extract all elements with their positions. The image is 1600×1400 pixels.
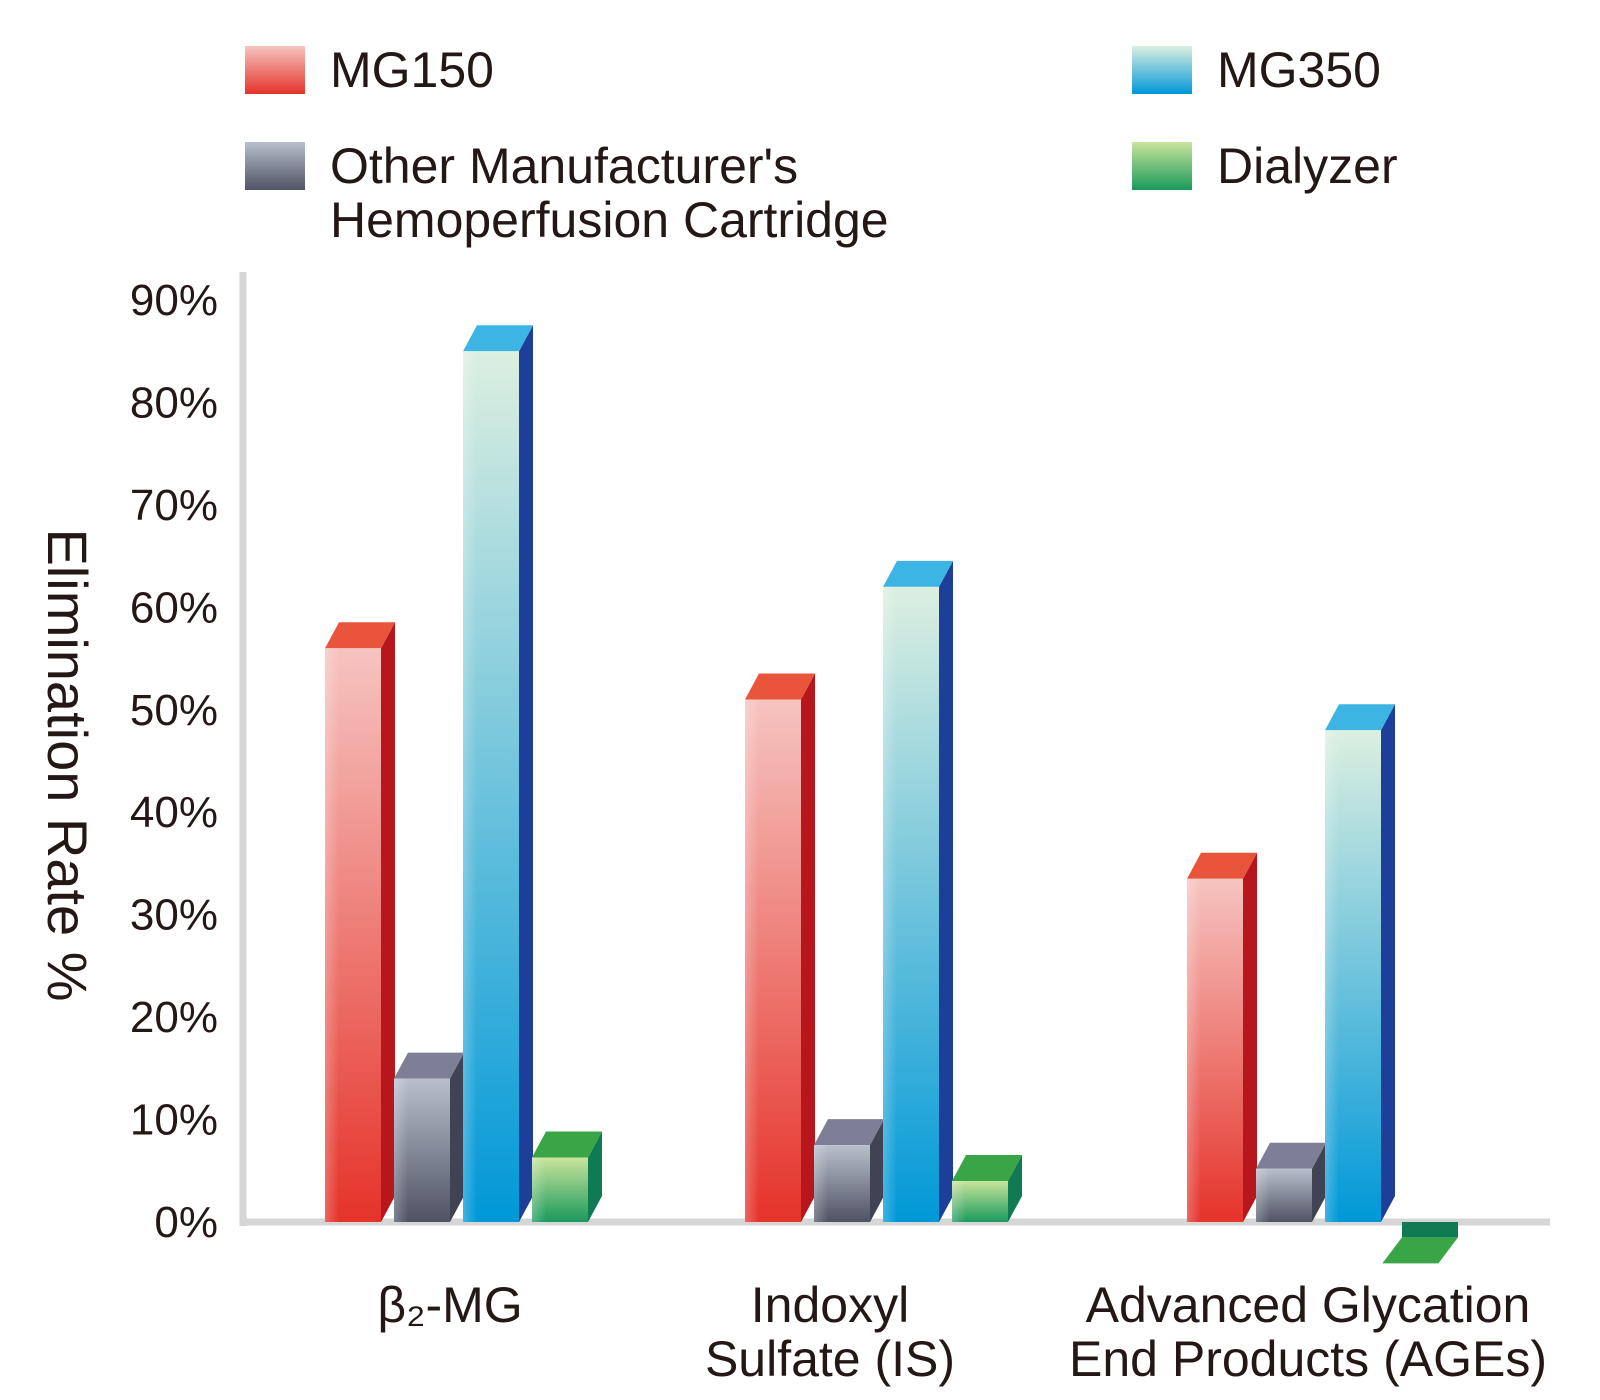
y-tick-label: 50% xyxy=(130,686,218,735)
bar-highlight xyxy=(952,1181,1008,1222)
bar-top xyxy=(463,325,533,352)
bar-side xyxy=(519,325,533,1222)
bar-side xyxy=(801,673,815,1222)
bar-side xyxy=(450,1052,464,1222)
bar-side xyxy=(1243,852,1257,1222)
bar-top xyxy=(325,622,395,649)
bar-highlight xyxy=(325,648,381,1222)
legend-label: Hemoperfusion Cartridge xyxy=(330,192,889,248)
bar-top xyxy=(532,1131,602,1158)
bar-side xyxy=(381,622,395,1222)
y-tick-label: 10% xyxy=(130,1096,218,1145)
legend-item: MG350 xyxy=(1132,42,1381,98)
y-axis-title: Elimination Rate % xyxy=(36,528,99,1001)
category-label: End Products (AGEs) xyxy=(1069,1331,1547,1387)
bar-highlight xyxy=(883,586,939,1222)
bars xyxy=(325,325,1458,1264)
legend-swatch xyxy=(1132,46,1192,94)
bar xyxy=(1256,1142,1326,1222)
bar xyxy=(883,560,953,1222)
bar-side xyxy=(588,1131,602,1222)
legend: MG150 MG350 Other Manufacturer'sHemoperfus… xyxy=(245,42,1398,248)
bar-bottom xyxy=(1382,1237,1458,1264)
y-tick-label: 0% xyxy=(154,1198,218,1247)
bar xyxy=(325,622,395,1222)
legend-label: Other Manufacturer's xyxy=(330,138,798,194)
category-label: Sulfate (IS) xyxy=(705,1331,955,1387)
bar-top xyxy=(1187,852,1257,879)
bar-top xyxy=(394,1052,464,1079)
category-label: β₂-MG xyxy=(377,1277,522,1333)
bar-highlight xyxy=(394,1078,450,1222)
bar xyxy=(1382,1222,1458,1264)
y-tick-label: 80% xyxy=(130,378,218,427)
bar-highlight xyxy=(745,699,801,1222)
bar xyxy=(463,325,533,1222)
bar-top xyxy=(1325,704,1395,731)
bar xyxy=(814,1119,884,1222)
bar-highlight xyxy=(814,1145,870,1222)
y-tick-label: 90% xyxy=(130,276,218,325)
bar-highlight xyxy=(463,351,519,1222)
y-tick-label: 70% xyxy=(130,481,218,530)
bar-side xyxy=(939,560,953,1222)
legend-label: MG350 xyxy=(1217,42,1381,98)
bar-side xyxy=(870,1119,884,1222)
y-tick-label: 60% xyxy=(130,583,218,632)
category-label: Indoxyl xyxy=(751,1277,909,1333)
bar-side xyxy=(1381,704,1395,1222)
legend-swatch xyxy=(245,142,305,190)
bar-top xyxy=(883,560,953,587)
bar xyxy=(1187,852,1257,1222)
bar-highlight xyxy=(1187,878,1243,1222)
legend-label: MG150 xyxy=(330,42,494,98)
y-tick-label: 30% xyxy=(130,891,218,940)
axes: 0% 10% 20% 30% 40% 50% 60% 70% 80% 90% Elimination… xyxy=(36,272,1550,1247)
bar-top xyxy=(745,673,815,700)
y-tick-label: 20% xyxy=(130,993,218,1042)
bar-highlight xyxy=(1325,730,1381,1222)
bar xyxy=(952,1155,1022,1222)
y-tick-label: 40% xyxy=(130,788,218,837)
legend-item: MG150 xyxy=(245,42,494,98)
bar-front xyxy=(1402,1222,1458,1238)
bar xyxy=(532,1131,602,1222)
bar-side xyxy=(1008,1155,1022,1222)
bar-side xyxy=(1312,1142,1326,1222)
legend-label: Dialyzer xyxy=(1217,138,1398,194)
bar-highlight xyxy=(1256,1168,1312,1222)
bar-top xyxy=(952,1155,1022,1182)
bar xyxy=(745,673,815,1222)
legend-swatch xyxy=(245,46,305,94)
legend-swatch xyxy=(1132,142,1192,190)
bar-top xyxy=(1256,1142,1326,1169)
bar-top xyxy=(814,1119,884,1146)
bar xyxy=(394,1052,464,1222)
bar-highlight xyxy=(532,1157,588,1222)
category-label: Advanced Glycation xyxy=(1086,1277,1531,1333)
legend-item: Dialyzer xyxy=(1132,138,1398,194)
bar xyxy=(1325,704,1395,1222)
